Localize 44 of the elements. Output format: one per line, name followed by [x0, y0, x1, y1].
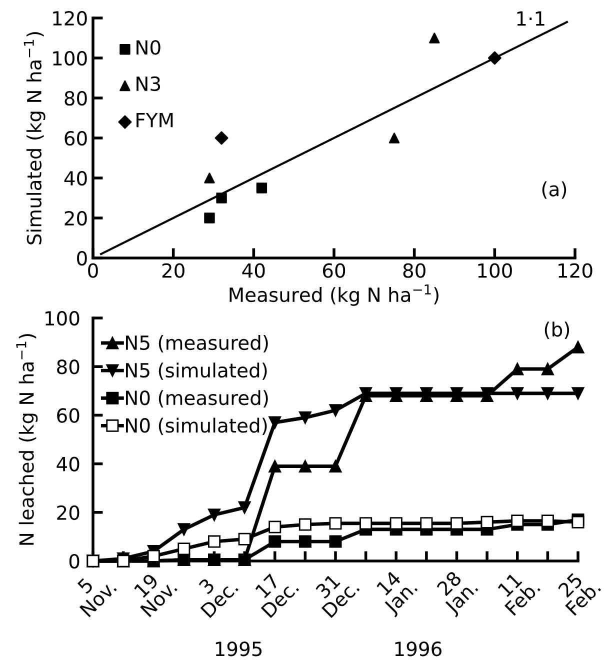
legend-label: FYM: [136, 112, 173, 128]
x-tick-label: 100: [478, 263, 512, 278]
annotation: 1·1: [517, 11, 544, 26]
text: 1995: [216, 642, 262, 656]
legend-label: N0: [136, 40, 160, 55]
y-tick-label: 60: [57, 408, 80, 423]
x-tick-label: 40: [242, 263, 265, 278]
legend-label: N0 (simulated): [126, 418, 267, 436]
y-tick-label: 100: [46, 310, 80, 326]
y-tick-label: 100: [53, 50, 87, 66]
y-tick-label: 120: [53, 10, 87, 26]
x-tick-label: 14 Jan.: [376, 570, 420, 618]
legend-label: N0 (measured): [126, 390, 268, 408]
legend-label: N5 (simulated): [126, 362, 267, 380]
x-tick-label: 0: [88, 263, 98, 278]
y-tick-label: 40: [64, 170, 87, 186]
x-axis-title: Measured (kg N ha$^{−1}$): [230, 284, 438, 306]
legend-label: N5 (measured): [126, 335, 268, 352]
y-tick-label: 20: [57, 505, 80, 520]
annotation: (b): [544, 322, 570, 339]
y-tick-label: 0: [69, 554, 80, 569]
y-tick-label: 0: [77, 250, 87, 266]
y-tick-label: 20: [64, 210, 87, 226]
y-tick-label: 80: [64, 90, 87, 106]
x-tick-label: 28 Jan.: [436, 570, 481, 618]
x-tick-label: 3 Dec.: [198, 578, 239, 618]
x-tick-label: 60: [322, 263, 346, 278]
x-tick-label: 120: [558, 263, 592, 278]
y-axis-title: N leached (kg N ha$^{−1}$): [16, 334, 38, 545]
y-tick-label: 40: [56, 456, 80, 472]
y-tick-label: 80: [57, 360, 80, 374]
legend-label: N3: [136, 76, 160, 92]
y-tick-label: 60: [64, 130, 87, 146]
x-tick-label: 20: [162, 263, 184, 278]
x-tick-label: 19 Nov.: [134, 572, 178, 618]
x-tick-label: 17 Dec.: [255, 574, 300, 618]
x-tick-label: 5 Nov.: [77, 577, 117, 618]
y-axis-title: Simulated (kg N ha$^{−1}$): [24, 32, 46, 244]
x-tick-label: 11 Feb.: [498, 572, 541, 616]
x-tick-label: 31 Dec.: [315, 573, 360, 618]
x-tick-label: 25 Feb.: [557, 572, 602, 616]
text: 1996: [395, 642, 442, 656]
annotation: (a): [542, 181, 566, 199]
x-tick-label: 80: [403, 263, 426, 278]
